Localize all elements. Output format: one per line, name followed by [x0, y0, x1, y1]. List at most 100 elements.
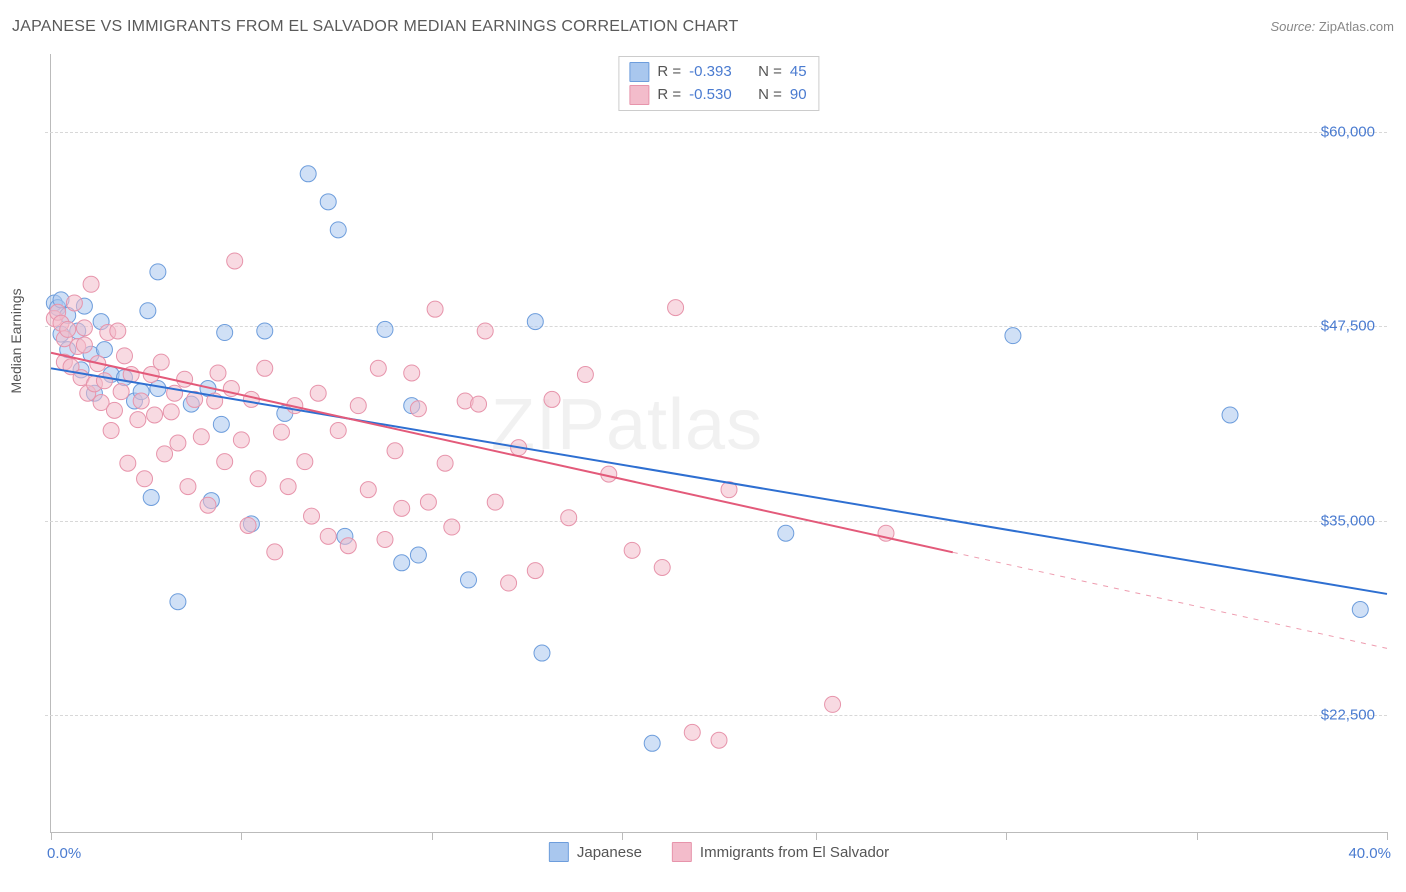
correlation-legend: R = -0.393N = 45R = -0.530N = 90: [618, 56, 819, 111]
legend-swatch: [672, 842, 692, 862]
legend-swatch: [549, 842, 569, 862]
x-tick: [622, 832, 623, 840]
trend-line-extrapolated: [953, 552, 1387, 648]
data-point: [76, 337, 92, 353]
data-point: [477, 323, 493, 339]
data-point: [257, 360, 273, 376]
data-point: [304, 508, 320, 524]
data-point: [200, 497, 216, 513]
data-point: [257, 323, 273, 339]
data-point: [210, 365, 226, 381]
chart-plot-area: $22,500$35,000$47,500$60,000 ZIPatlas R …: [50, 54, 1387, 833]
y-axis-label: Median Earnings: [8, 288, 24, 393]
data-point: [394, 500, 410, 516]
x-tick: [432, 832, 433, 840]
data-point: [83, 276, 99, 292]
data-point: [267, 544, 283, 560]
data-point: [116, 348, 132, 364]
data-point: [170, 435, 186, 451]
data-point: [153, 354, 169, 370]
data-point: [320, 528, 336, 544]
data-point: [387, 443, 403, 459]
trend-line: [51, 353, 953, 553]
correlation-legend-row: R = -0.393N = 45: [629, 61, 806, 84]
data-point: [410, 547, 426, 563]
data-point: [147, 407, 163, 423]
source-attribution: Source: ZipAtlas.com: [1270, 19, 1394, 34]
data-point: [137, 471, 153, 487]
data-point: [227, 253, 243, 269]
data-point: [320, 194, 336, 210]
data-point: [217, 325, 233, 341]
data-point: [487, 494, 503, 510]
data-point: [180, 479, 196, 495]
data-point: [527, 563, 543, 579]
data-point: [120, 455, 136, 471]
data-point: [377, 321, 393, 337]
data-point: [370, 360, 386, 376]
legend-item: Japanese: [549, 842, 642, 862]
data-point: [527, 314, 543, 330]
data-point: [461, 572, 477, 588]
data-point: [150, 264, 166, 280]
data-point: [544, 391, 560, 407]
data-point: [471, 396, 487, 412]
data-point: [501, 575, 517, 591]
data-point: [624, 542, 640, 558]
legend-label: Immigrants from El Salvador: [700, 844, 889, 861]
data-point: [437, 455, 453, 471]
data-point: [233, 432, 249, 448]
data-point: [213, 416, 229, 432]
data-point: [561, 510, 577, 526]
data-point: [711, 732, 727, 748]
data-point: [577, 367, 593, 383]
data-point: [350, 398, 366, 414]
data-point: [427, 301, 443, 317]
data-point: [778, 525, 794, 541]
data-point: [330, 222, 346, 238]
data-point: [140, 303, 156, 319]
data-point: [96, 373, 112, 389]
data-point: [60, 321, 76, 337]
data-point: [170, 594, 186, 610]
data-point: [66, 295, 82, 311]
data-point: [644, 735, 660, 751]
data-point: [444, 519, 460, 535]
scatter-plot: [51, 54, 1387, 832]
data-point: [377, 531, 393, 547]
data-point: [310, 385, 326, 401]
data-point: [825, 696, 841, 712]
data-point: [668, 300, 684, 316]
data-point: [243, 391, 259, 407]
data-point: [280, 479, 296, 495]
data-point: [1005, 328, 1021, 344]
data-point: [297, 454, 313, 470]
legend-swatch: [629, 85, 649, 105]
x-tick: [816, 832, 817, 840]
series-legend: Japanese Immigrants from El Salvador: [549, 842, 889, 862]
data-point: [273, 424, 289, 440]
data-point: [420, 494, 436, 510]
data-point: [110, 323, 126, 339]
data-point: [106, 402, 122, 418]
data-point: [1222, 407, 1238, 423]
data-point: [113, 384, 129, 400]
data-point: [157, 446, 173, 462]
data-point: [654, 559, 670, 575]
x-axis-min-label: 0.0%: [47, 845, 81, 862]
data-point: [130, 412, 146, 428]
data-point: [300, 166, 316, 182]
data-point: [143, 489, 159, 505]
data-point: [193, 429, 209, 445]
data-point: [340, 538, 356, 554]
data-point: [330, 423, 346, 439]
data-point: [534, 645, 550, 661]
data-point: [404, 365, 420, 381]
x-tick: [51, 832, 52, 840]
x-tick: [1387, 832, 1388, 840]
x-tick: [241, 832, 242, 840]
data-point: [250, 471, 266, 487]
data-point: [103, 423, 119, 439]
data-point: [394, 555, 410, 571]
legend-swatch: [629, 62, 649, 82]
